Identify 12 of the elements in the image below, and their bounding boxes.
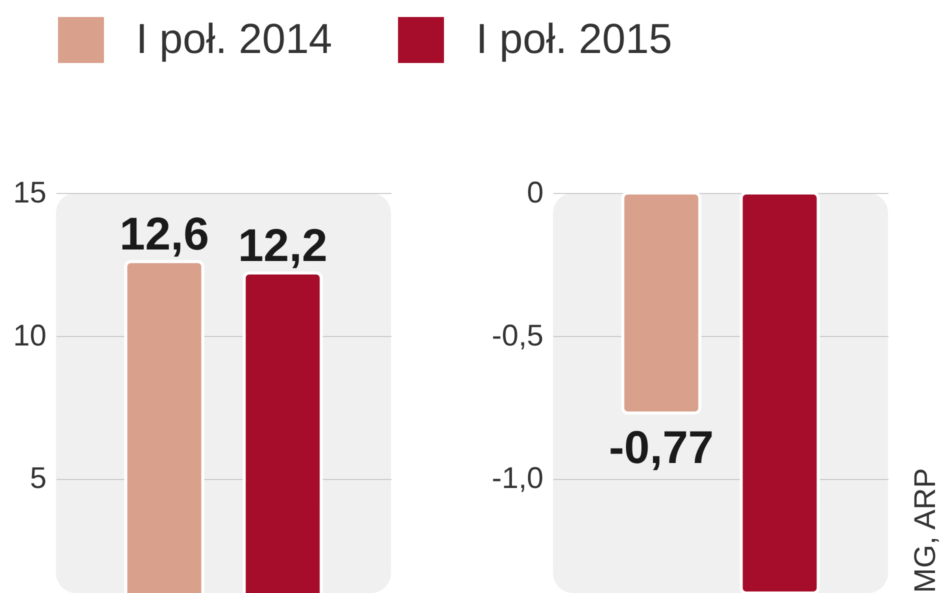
y-tick-label: 10 (13, 319, 46, 352)
y-tick-label: 0 (526, 176, 544, 210)
y-tick-label: -1,0 (492, 462, 544, 496)
y-tick-label: 5 (30, 462, 46, 496)
text: -0,77 (608, 421, 714, 473)
text: 12,2 (238, 219, 328, 271)
legend-label: I poł. 2015 (476, 15, 672, 62)
y-tick-label: 15 (13, 176, 46, 210)
text: MG, ARP (909, 468, 942, 593)
y-tick-label: -0,5 (492, 319, 544, 352)
legend-label: I poł. 2014 (136, 15, 332, 62)
text: 12,6 (120, 208, 210, 260)
